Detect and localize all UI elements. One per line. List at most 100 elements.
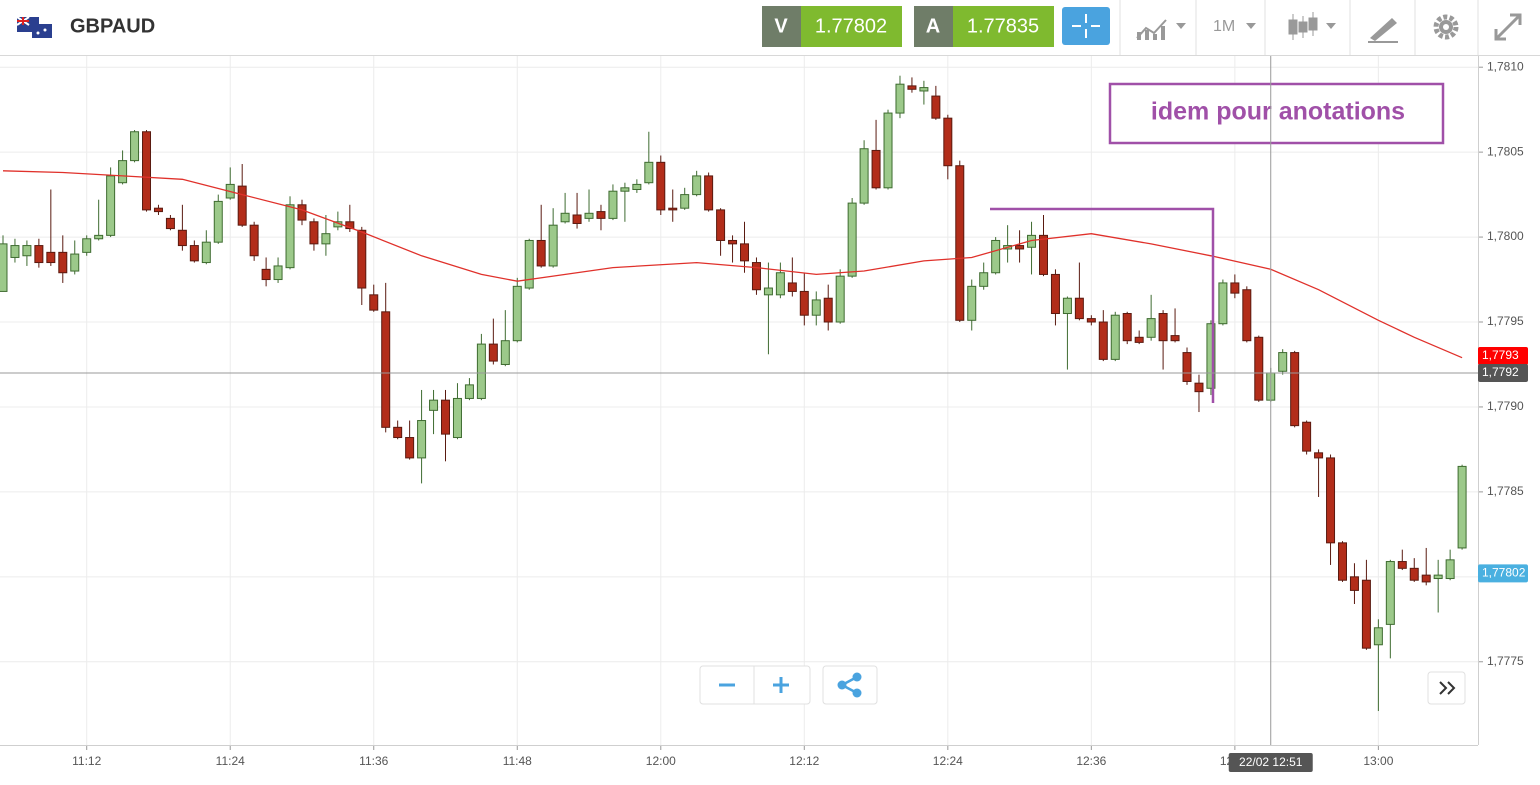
y-tick-label: 1,7775 [1487,654,1524,668]
candle-body [1349,576,1359,591]
share-button[interactable] [822,665,878,705]
price-marker-box [1478,564,1528,583]
candle-body [979,272,989,287]
ask-label: A [926,15,940,37]
candle-body [560,212,570,223]
candle-body [1361,579,1371,649]
candle-body [452,397,462,439]
candle-body [213,200,223,243]
candle-body [1098,321,1108,360]
candle-body [1421,574,1431,583]
candle-body [1242,289,1252,342]
candle-body [548,224,558,267]
candle-body [345,221,355,230]
candle-body [261,268,271,281]
candle-body [249,224,259,257]
candle-body [883,112,893,189]
candle-body [895,83,905,114]
scroll-end-button[interactable] [1427,671,1466,705]
candle-body [1074,297,1084,320]
candle-body [417,420,427,459]
candle-body [106,175,116,236]
candle-body [775,272,785,296]
candle-body [1445,559,1455,580]
candle-body [1337,542,1347,581]
candle-body [1254,336,1264,401]
toolbar-separators [1119,0,1479,55]
candle-body [536,239,546,267]
bid-price: 1.77802 [815,15,887,37]
candle-body [644,161,654,184]
candle-body [118,160,128,184]
candle-body [620,187,630,192]
candle-body [1278,352,1288,372]
flag-icon [16,16,52,38]
x-tick-label: 11:24 [216,754,245,768]
candle-body [572,214,582,224]
candle-body [1457,465,1467,549]
ask-button[interactable]: A 1.77835 [914,6,1054,47]
candle-body [596,211,606,219]
candle-body [46,251,56,264]
candle-body [142,131,152,211]
timeframe: 1M [1213,18,1235,35]
candle-body [369,294,379,311]
candle-body [357,229,367,289]
settings-button[interactable] [1433,14,1459,40]
candle-body [464,384,474,399]
crosshair-time-label: 22/02 12:51 [1239,755,1303,769]
candle-body [476,343,486,399]
symbol: GBPAUD [70,15,155,37]
candle-body [1218,282,1228,325]
candle-body [716,209,726,241]
candle-body [1194,382,1204,393]
candle-body [273,265,283,281]
candle-body [931,95,941,119]
candle-body [153,207,163,213]
candle-body [381,311,391,428]
x-tick-label: 12:00 [646,754,676,768]
y-tick-label: 1,7795 [1487,314,1524,328]
bid-button[interactable]: V 1.77802 [762,6,902,47]
candle-body [823,297,833,323]
annotation-bracket [990,207,1215,403]
ask-price: 1.77835 [967,15,1039,37]
crosshair-price-box [1478,363,1528,382]
y-tick-label: 1,7790 [1487,399,1524,413]
zoom-in-button[interactable] [773,677,789,693]
candle-body [1086,318,1096,323]
candle-body [668,207,678,211]
candle-body [1326,457,1336,544]
candle-body [1146,318,1156,338]
crosshair-button[interactable] [1062,7,1110,45]
candle-body [1110,314,1120,360]
fullscreen-button[interactable] [1494,13,1522,41]
candle-body [1015,245,1025,250]
zoom-group [699,665,811,705]
x-tick-label: 12:36 [1076,754,1106,768]
candle-body [943,117,953,167]
candle-body [1230,282,1240,294]
candle-body [740,243,750,262]
candle-body [584,212,594,219]
candle-body [967,285,977,321]
x-tick-label: 12:24 [933,754,963,768]
candle-body [34,245,44,264]
candle-body [488,343,498,362]
candle-body [1182,352,1192,382]
timeframe-button[interactable]: 1M [1213,18,1256,35]
candle-body [309,221,319,245]
candle-style-button[interactable] [1288,12,1336,40]
annotation-box [1108,82,1445,145]
price-marker-label: 1,77802 [1482,566,1526,580]
candle-body [285,204,295,269]
candle-body [1409,567,1419,581]
drawing-tools-button[interactable] [1368,18,1398,43]
candle-body [297,204,307,221]
candle-body [991,239,1001,274]
candle-body [859,148,869,204]
chart-type-button[interactable] [1136,19,1186,40]
y-tick-label: 1,7785 [1487,484,1524,498]
candle-body [512,285,522,342]
candle-body [799,290,809,316]
